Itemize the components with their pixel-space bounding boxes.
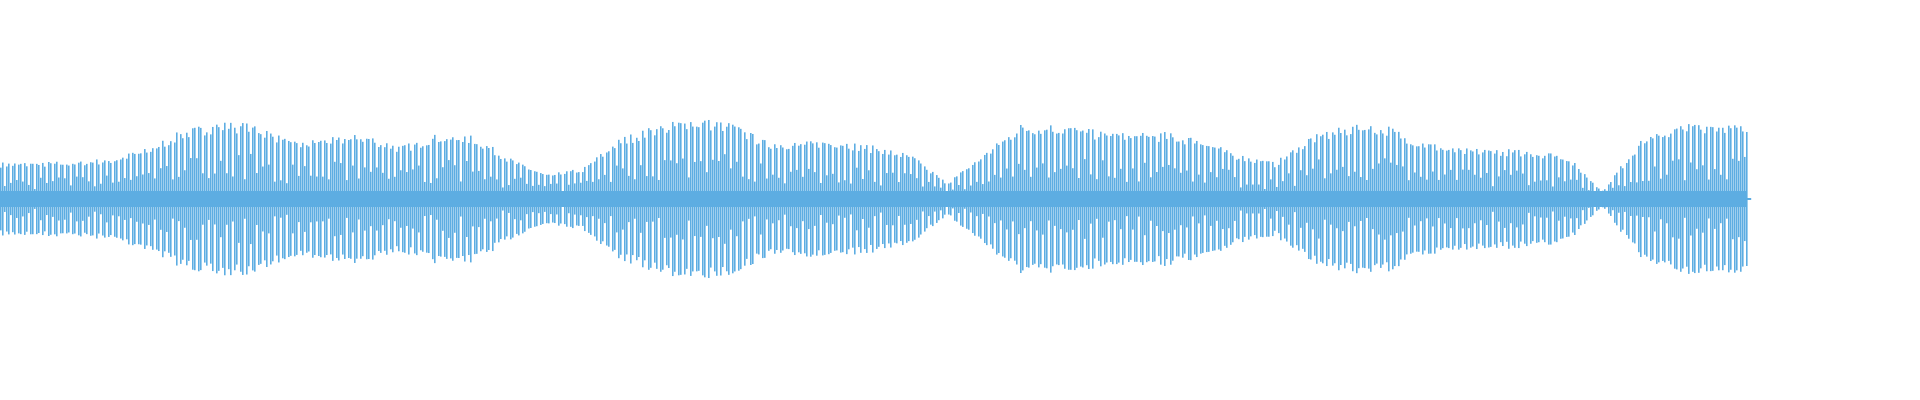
- waveform-core: [0, 191, 1748, 207]
- waveform-bars: [0, 119, 1748, 279]
